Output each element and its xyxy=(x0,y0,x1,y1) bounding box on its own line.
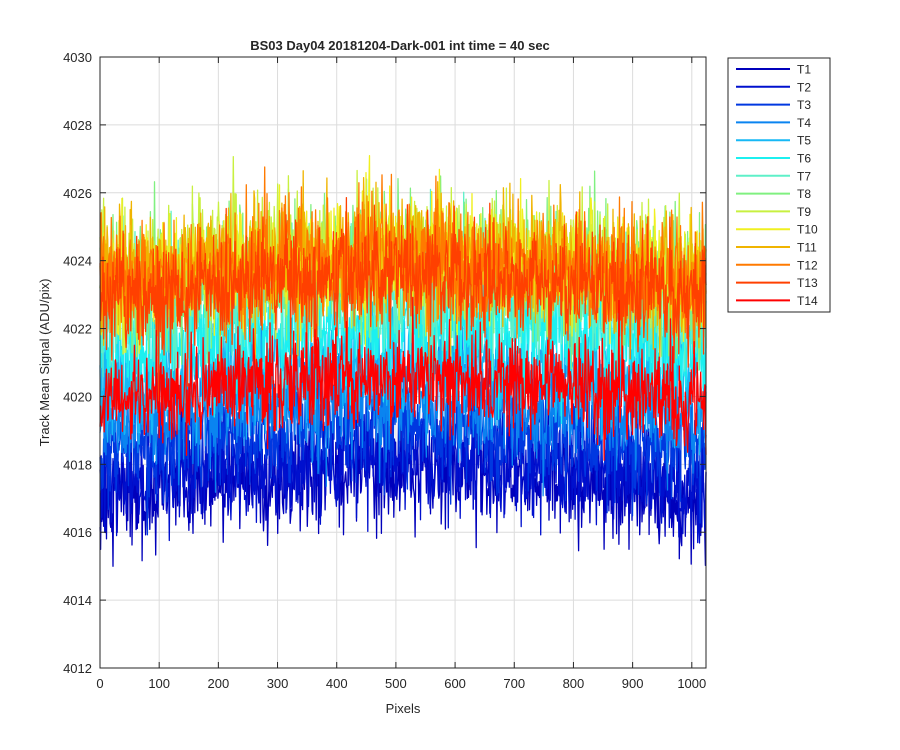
x-tick-label: 200 xyxy=(208,676,230,691)
x-tick-label: 500 xyxy=(385,676,407,691)
y-tick-label: 4016 xyxy=(63,525,92,540)
series-line-t6 xyxy=(99,222,707,427)
y-tick-label: 4024 xyxy=(63,254,92,269)
y-tick-label: 4012 xyxy=(63,661,92,676)
x-tick-label: 1000 xyxy=(677,676,706,691)
y-tick-label: 4014 xyxy=(63,593,92,608)
series-line-t3 xyxy=(99,354,707,536)
legend-label-t11: T11 xyxy=(797,241,817,255)
legend-label-t5: T5 xyxy=(797,134,811,148)
legend-label-t4: T4 xyxy=(797,116,811,130)
axes-box xyxy=(99,56,707,669)
chart-title: BS03 Day04 20181204-Dark-001 int time = … xyxy=(250,38,550,53)
y-tick-label: 4020 xyxy=(63,389,92,404)
y-axis-label: Track Mean Signal (ADU/pix) xyxy=(37,279,52,447)
legend-label-t14: T14 xyxy=(797,294,818,308)
legend-label-t7: T7 xyxy=(797,169,811,183)
x-tick-label: 400 xyxy=(326,676,348,691)
legend-label-t12: T12 xyxy=(797,258,818,272)
y-tick-label: 4022 xyxy=(63,322,92,337)
x-tick-label: 600 xyxy=(444,676,466,691)
x-tick-label: 900 xyxy=(622,676,644,691)
x-tick-label: 100 xyxy=(148,676,170,691)
legend-label-t2: T2 xyxy=(797,80,811,94)
series-line-t14 xyxy=(99,296,707,461)
legend-label-t10: T10 xyxy=(797,223,818,237)
legend: T1 T2 T3 T4 T5 T6 T7 T8 T9 T10 T11 T12 T13 T14 xyxy=(727,57,831,313)
y-tick-label: 4028 xyxy=(63,118,92,133)
x-tick-label: 300 xyxy=(267,676,289,691)
x-tick-label: 700 xyxy=(503,676,525,691)
y-tick-label: 4026 xyxy=(63,186,92,201)
x-axis-label: Pixels xyxy=(386,701,421,716)
legend-label-t3: T3 xyxy=(797,98,811,112)
legend-box xyxy=(727,57,831,313)
series-line-t13 xyxy=(99,196,707,408)
x-tick-label: 0 xyxy=(96,676,103,691)
legend-entries: T1 T2 T3 T4 T5 T6 T7 T8 T9 T10 T11 T12 T13 T14 xyxy=(736,63,818,308)
legend-label-t6: T6 xyxy=(797,152,811,166)
y-axis-ticks: 4012 4014 4016 4018 4020 4022 4024 4026 4028 4030 xyxy=(63,50,706,676)
y-tick-label: 4030 xyxy=(63,50,92,65)
y-tick-label: 4018 xyxy=(63,457,92,472)
x-tick-label: 800 xyxy=(563,676,585,691)
legend-label-t9: T9 xyxy=(797,205,811,219)
x-axis-ticks: 0 100 200 300 400 500 600 700 800 900 1000 xyxy=(96,57,706,691)
legend-label-t13: T13 xyxy=(797,276,818,290)
legend-label-t1: T1 xyxy=(797,63,811,77)
series-lines xyxy=(99,155,707,567)
legend-label-t8: T8 xyxy=(797,187,811,201)
